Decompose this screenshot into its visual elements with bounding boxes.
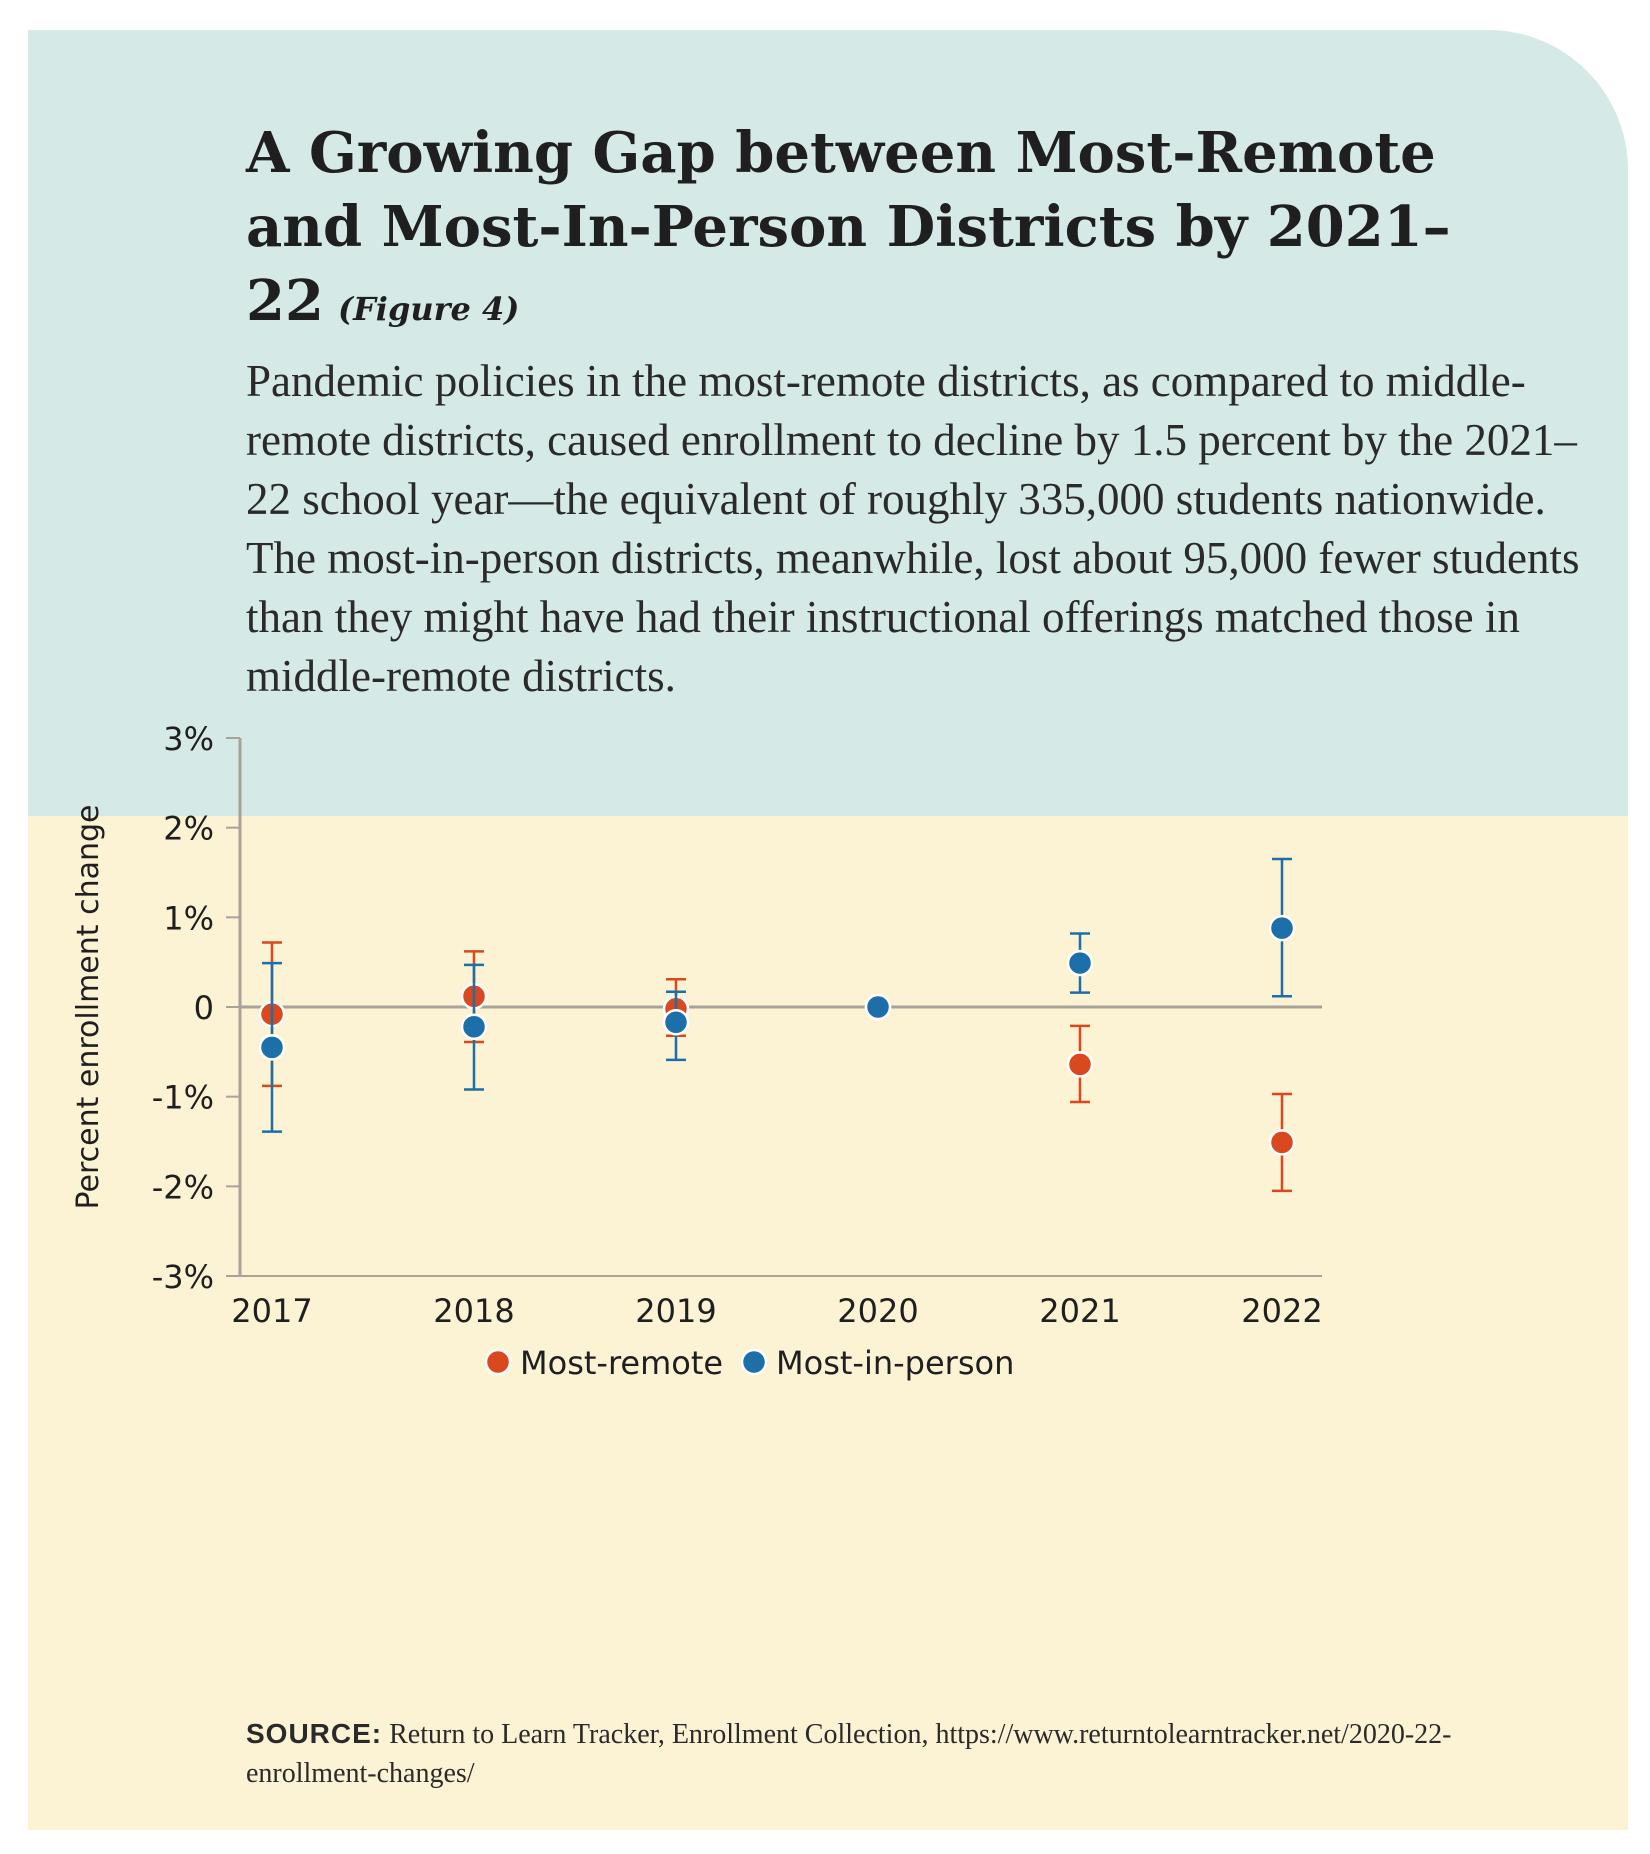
- figure-card: A Growing Gap between Most-Remote and Mo…: [28, 30, 1628, 1830]
- header-panel: [28, 30, 1628, 816]
- data-point: [1066, 1051, 1094, 1078]
- y-tick-label: 1%: [163, 899, 214, 937]
- chart-title: A Growing Gap between Most-Remote and Mo…: [246, 116, 1546, 346]
- series-most-remote: [258, 941, 1296, 1193]
- data-point: [258, 1034, 286, 1061]
- x-tick-label: 2021: [1039, 1292, 1120, 1330]
- y-axis-label: Percent enrollment change: [71, 805, 106, 1210]
- series-layer: [258, 857, 1296, 1193]
- x-tick-label: 2019: [635, 1292, 716, 1330]
- y-tick-label: -2%: [152, 1168, 214, 1206]
- legend-swatch: [740, 1348, 768, 1376]
- x-tick-label: 2020: [837, 1292, 918, 1330]
- legend-label: Most-remote: [520, 1344, 723, 1382]
- axes-layer: 3% 2% 1% 0 -1% -2% -3% 2017 2018 2019 2020 2021 2022…: [71, 720, 1323, 1330]
- source-label: SOURCE:: [246, 1718, 383, 1749]
- legend-label: Most-in-person: [776, 1344, 1014, 1382]
- legend-swatch: [484, 1348, 512, 1376]
- title-main: A Growing Gap between Most-Remote and Mo…: [246, 120, 1451, 334]
- x-tick-label: 2017: [231, 1292, 312, 1330]
- y-tick-label: 0: [194, 989, 214, 1027]
- x-tick-label: 2022: [1241, 1292, 1322, 1330]
- x-tick-label: 2018: [433, 1292, 514, 1330]
- source-text: Return to Learn Tracker, Enrollment Coll…: [246, 1719, 1452, 1789]
- chart-svg: 3% 2% 1% 0 -1% -2% -3% 2017 2018 2019 2020 2021 2022…: [71, 720, 1323, 1382]
- data-point: [1268, 914, 1296, 942]
- data-point: [864, 993, 892, 1021]
- chart-description: Pandemic policies in the most-remote dis…: [246, 356, 1580, 701]
- data-point: [662, 1008, 690, 1036]
- data-point: [1268, 1129, 1296, 1156]
- y-tick-label: -3%: [152, 1258, 214, 1296]
- data-point: [1066, 949, 1094, 977]
- y-tick-label: 2%: [163, 810, 214, 848]
- y-tick-label: 3%: [163, 720, 214, 758]
- data-point: [460, 1013, 488, 1040]
- series-most-in-person: [258, 857, 1296, 1133]
- figure-number: (Figure 4): [337, 290, 520, 328]
- source-note: SOURCE: Return to Learn Tracker, Enrollm…: [246, 1714, 1546, 1793]
- chart-panel: [28, 816, 1628, 1830]
- legend: Most-remote Most-in-person: [484, 1344, 1014, 1382]
- y-tick-label: -1%: [152, 1079, 214, 1117]
